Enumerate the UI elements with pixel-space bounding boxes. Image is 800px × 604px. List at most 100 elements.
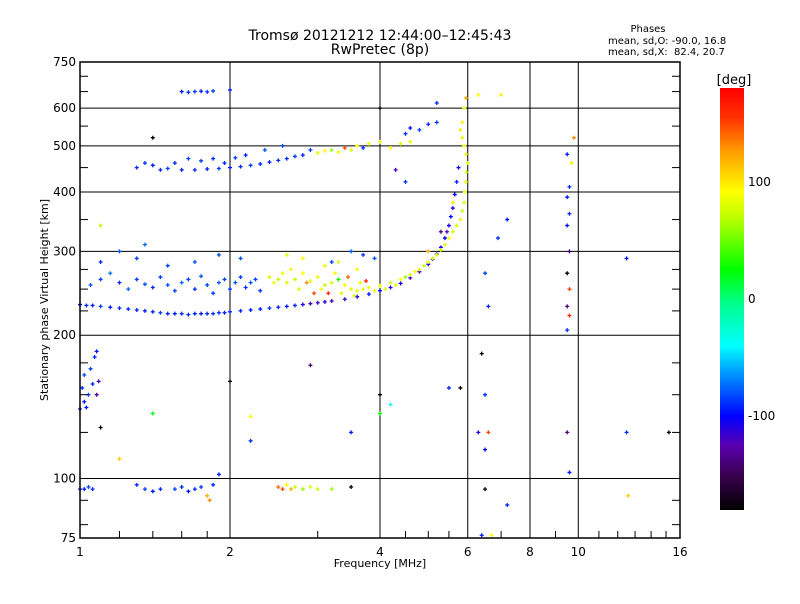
data-point: [417, 127, 422, 132]
data-point: [322, 283, 327, 288]
data-point: [448, 214, 453, 219]
data-point: [158, 275, 163, 280]
data-point: [216, 280, 221, 285]
data-point: [349, 484, 354, 489]
data-point: [505, 217, 510, 222]
data-point: [98, 304, 103, 309]
data-point: [355, 267, 360, 272]
colorbar-gradient: [720, 88, 744, 510]
data-point: [267, 306, 272, 311]
data-point: [292, 154, 297, 159]
data-point: [142, 161, 147, 166]
data-point: [216, 472, 221, 477]
data-point: [463, 152, 468, 157]
data-point: [349, 430, 354, 435]
stats-o-mode: mean, sd,O: -90.0, 16.8: [608, 36, 726, 47]
data-point: [205, 166, 210, 171]
data-point: [426, 260, 431, 265]
data-point: [216, 166, 221, 171]
data-point: [565, 271, 570, 276]
data-point: [98, 260, 103, 265]
data-point: [378, 288, 382, 293]
data-point: [403, 179, 408, 184]
data-point: [300, 153, 305, 158]
data-point: [179, 167, 184, 172]
data-point: [454, 179, 459, 184]
data-point: [199, 89, 204, 94]
y-tick-label: 750: [53, 55, 76, 69]
data-point: [366, 292, 371, 297]
data-point: [308, 147, 313, 152]
data-point: [430, 256, 435, 261]
y-tick-label: 500: [53, 139, 76, 153]
data-point: [248, 438, 253, 443]
data-point: [567, 184, 572, 189]
data-point: [192, 260, 197, 265]
data-point: [142, 282, 147, 287]
series-f-layer-x-mode: [267, 96, 470, 298]
data-point: [329, 280, 334, 285]
data-point: [342, 145, 347, 150]
data-point: [329, 487, 334, 492]
data-point: [300, 271, 305, 276]
data-point: [329, 147, 334, 152]
data-point: [403, 275, 408, 280]
data-point: [192, 89, 197, 94]
data-point: [460, 208, 465, 213]
data-point: [165, 263, 170, 268]
data-point: [179, 280, 184, 285]
data-point: [450, 206, 455, 211]
data-point: [84, 303, 89, 308]
data-point: [216, 310, 221, 315]
data-point: [90, 487, 95, 492]
x-tick-label: 8: [526, 545, 534, 559]
data-point: [329, 299, 334, 304]
data-point: [192, 287, 197, 292]
data-point: [233, 280, 238, 285]
data-point: [134, 482, 139, 487]
data-point: [253, 277, 258, 282]
data-point: [82, 373, 87, 378]
data-point: [355, 143, 360, 148]
data-point: [284, 304, 289, 309]
data-point: [442, 236, 447, 241]
data-point: [186, 489, 191, 494]
data-point: [142, 487, 147, 492]
chart-title: Tromsø 20121212 12:44:00–12:45:43: [248, 28, 512, 44]
data-point: [276, 277, 281, 282]
data-point: [276, 305, 281, 310]
data-point: [336, 260, 341, 265]
y-tick-label: 100: [53, 472, 76, 486]
data-point: [90, 381, 95, 386]
data-point: [378, 392, 382, 397]
data-point: [222, 161, 227, 166]
y-tick-label: 300: [53, 244, 76, 258]
data-point: [288, 267, 293, 272]
data-point: [308, 279, 313, 284]
data-point: [342, 283, 347, 288]
data-point: [319, 287, 324, 292]
data-point: [483, 487, 488, 492]
data-point: [186, 90, 191, 95]
data-point: [446, 236, 451, 241]
data-point: [243, 153, 248, 158]
data-point: [248, 280, 253, 285]
data-point: [408, 272, 413, 277]
data-point: [565, 223, 570, 228]
data-point: [378, 411, 382, 416]
data-point: [462, 189, 467, 194]
data-point: [438, 248, 443, 253]
data-point: [134, 277, 139, 282]
data-point: [358, 280, 363, 285]
data-point: [199, 311, 204, 316]
data-point: [322, 263, 327, 268]
data-point: [134, 256, 139, 261]
data-point: [352, 293, 357, 298]
data-point: [158, 487, 163, 492]
data-point: [186, 312, 191, 317]
grid-lines: [80, 62, 680, 538]
colorbar-tick-label: 0: [748, 292, 756, 306]
series-scattered: [98, 92, 671, 538]
data-point: [126, 287, 131, 292]
data-point: [211, 311, 216, 316]
